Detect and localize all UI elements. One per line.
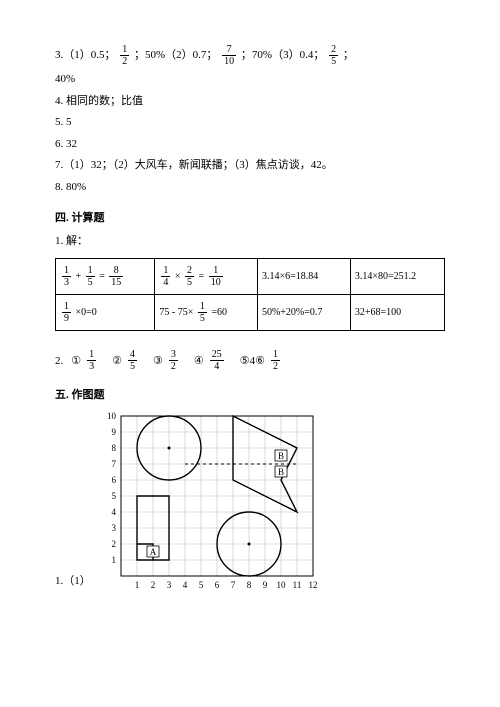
table-cell: 50%+20%=0.7: [257, 295, 350, 331]
q3-mid1: ；50%（2）0.7；: [134, 49, 217, 61]
svg-text:4: 4: [183, 580, 188, 590]
fraction: 815: [109, 265, 123, 288]
fraction: 32: [169, 349, 178, 372]
svg-text:12: 12: [308, 580, 317, 590]
q3-line2: 40%: [55, 71, 445, 89]
table-cell: 3.14×80=251.2: [350, 259, 444, 295]
svg-text:7: 7: [111, 459, 116, 469]
section5-heading: 五. 作图题: [55, 386, 445, 402]
svg-text:B: B: [278, 451, 284, 461]
svg-text:5: 5: [111, 491, 116, 501]
svg-text:1: 1: [135, 580, 140, 590]
svg-text:A: A: [150, 547, 157, 557]
table-cell: 75 - 75× 15 =60: [155, 295, 258, 331]
fraction: 15: [86, 265, 95, 288]
svg-text:3: 3: [167, 580, 172, 590]
q7: 7.（1）32；（2）大风车，新闻联播；（3）焦点访谈，42。: [55, 157, 445, 175]
q6: 6. 32: [55, 136, 445, 154]
q3-prefix: 3.（1）0.5；: [55, 49, 116, 61]
q3-frac1: 1 2: [120, 44, 129, 67]
fraction: 45: [128, 349, 137, 372]
svg-text:5: 5: [199, 580, 204, 590]
svg-text:6: 6: [215, 580, 220, 590]
q2-answers: 2. ①13 ②45 ③32 ④254 ⑤4⑥12: [55, 349, 445, 372]
table-cell: 14 × 25 = 110: [155, 259, 258, 295]
svg-text:9: 9: [111, 427, 116, 437]
fraction: 13: [62, 265, 71, 288]
figure-row: 1.（1） 12345678910111212345678910ABB: [55, 410, 445, 594]
svg-text:10: 10: [276, 580, 286, 590]
table-cell: 13 + 15 = 815: [56, 259, 155, 295]
q2-item: ①13: [71, 349, 98, 372]
svg-text:9: 9: [263, 580, 268, 590]
section4-heading: 四. 计算题: [55, 209, 445, 225]
fraction: 110: [209, 265, 223, 288]
q2-item: ④254: [194, 349, 226, 372]
svg-text:8: 8: [247, 580, 252, 590]
table-cell: 19 ×0=0: [56, 295, 155, 331]
q3-mid2: ；70%（3）0.4；: [241, 49, 324, 61]
svg-text:8: 8: [111, 443, 116, 453]
svg-text:2: 2: [111, 539, 116, 549]
q8: 8. 80%: [55, 179, 445, 197]
svg-text:7: 7: [231, 580, 236, 590]
svg-text:10: 10: [107, 411, 117, 421]
calc-table: 13 + 15 = 81514 × 25 = 1103.14×6=18.843.…: [55, 258, 445, 331]
table-row: 13 + 15 = 81514 × 25 = 1103.14×6=18.843.…: [56, 259, 445, 295]
fraction: 15: [198, 301, 207, 324]
q2-prefix: 2.: [55, 355, 63, 367]
solve-label: 1. 解：: [55, 233, 445, 251]
fraction: 25: [185, 265, 194, 288]
page: 3.（1）0.5； 1 2 ；50%（2）0.7； 7 10 ；70%（3）0.…: [0, 0, 500, 614]
figure-label: 1.（1）: [55, 572, 91, 594]
grid-figure: 12345678910111212345678910ABB: [101, 410, 321, 594]
fraction: 19: [62, 301, 71, 324]
q4: 4. 相同的数；比值: [55, 93, 445, 111]
q3-frac3: 2 5: [329, 44, 338, 67]
fraction: 13: [87, 349, 96, 372]
fraction: 14: [161, 265, 170, 288]
svg-text:4: 4: [111, 507, 116, 517]
svg-text:2: 2: [151, 580, 156, 590]
q2-item: ③32: [153, 349, 180, 372]
table-cell: 32+68=100: [350, 295, 444, 331]
fraction: 254: [210, 349, 224, 372]
svg-text:1: 1: [111, 555, 116, 565]
q5: 5. 5: [55, 114, 445, 132]
table-cell: 3.14×6=18.84: [257, 259, 350, 295]
table-row: 19 ×0=075 - 75× 15 =6050%+20%=0.732+68=1…: [56, 295, 445, 331]
q3-line1: 3.（1）0.5； 1 2 ；50%（2）0.7； 7 10 ；70%（3）0.…: [55, 44, 445, 67]
q3-frac2: 7 10: [222, 44, 236, 67]
svg-text:11: 11: [292, 580, 301, 590]
q3-tail: ；: [343, 49, 354, 61]
fraction: 12: [271, 349, 280, 372]
svg-text:B: B: [278, 467, 284, 477]
q2-item: ②45: [112, 349, 139, 372]
q2-tail: ⑤4⑥12: [240, 349, 282, 372]
svg-text:3: 3: [111, 523, 116, 533]
svg-text:6: 6: [111, 475, 116, 485]
